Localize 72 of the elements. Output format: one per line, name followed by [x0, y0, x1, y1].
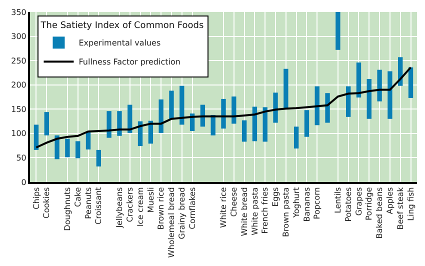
legend-label: Experimental values — [78, 38, 161, 48]
x-tick-label: Apples — [386, 187, 395, 214]
x-tick-label: Chips — [32, 187, 41, 210]
line-series — [35, 66, 412, 149]
bar — [273, 92, 278, 123]
x-tick-label: Popcorn — [312, 187, 322, 220]
x-tick-label: Brown rice — [156, 187, 166, 230]
x-tick-label: Porridge — [364, 187, 374, 220]
y-tick-label: 300 — [11, 32, 26, 42]
x-tick-label: Grainy bread — [177, 187, 186, 240]
x-tick-label: Brown pasta — [282, 187, 291, 238]
x-tick-label: Jellybeans — [115, 187, 124, 229]
bar — [304, 110, 310, 137]
bar — [314, 86, 320, 126]
x-tick-label: Beef steak — [396, 186, 405, 230]
bar — [117, 111, 122, 136]
y-tick-label: 150 — [11, 104, 26, 114]
bar — [242, 120, 247, 142]
bar — [106, 111, 112, 138]
x-tick-label: Crackers — [125, 187, 134, 222]
y-tick-label: 250 — [11, 56, 26, 66]
x-tick-label: Doughnuts — [63, 187, 72, 231]
x-tick-label: Cheese — [230, 187, 238, 217]
bar — [408, 67, 414, 98]
x-tick-label: White pasta — [250, 187, 260, 236]
bar — [356, 62, 362, 98]
y-tick-label: 350 — [11, 8, 26, 17]
bar — [96, 150, 101, 166]
bar — [180, 86, 184, 125]
bar — [34, 124, 39, 150]
legend-label: Fullness Factor prediction — [78, 58, 180, 67]
bar — [325, 93, 330, 123]
bar — [86, 131, 91, 150]
bar — [377, 70, 382, 102]
x-tick-label: Lentils — [334, 187, 343, 214]
x-tick-label: Croissant — [94, 187, 104, 224]
x-tick-label: Cornflakes — [188, 187, 197, 230]
x-tick-label: Ling fish — [406, 187, 416, 221]
bar — [221, 98, 226, 129]
x-tick-label: Eggs — [271, 187, 280, 207]
x-tick-label: French fries — [260, 187, 270, 234]
bar — [76, 141, 80, 158]
bar — [294, 126, 299, 148]
x-tick-label: Bananas — [302, 187, 312, 222]
x-tick-label: Ice cream — [136, 187, 145, 227]
x-tick-label: White bread — [240, 187, 249, 236]
bar — [158, 99, 164, 133]
x-tick-label: Cake — [73, 187, 82, 207]
legend-title: The Satiety Index of Common Foods — [40, 21, 204, 32]
x-tick-label: White rice — [219, 187, 228, 228]
bar — [284, 68, 288, 108]
x-tick-label: Yoghurt — [292, 187, 301, 219]
x-tick-label: Cookies — [42, 187, 52, 219]
x-tick-label: Grapes — [354, 187, 364, 216]
y-tick-label: 0 — [21, 178, 26, 187]
y-tick-label: 50 — [16, 154, 26, 163]
y-tick-label: 100 — [11, 129, 26, 138]
bar — [54, 135, 60, 160]
bar — [388, 71, 392, 119]
x-tick-label: Wholemeal bread — [167, 187, 176, 258]
bar — [262, 107, 268, 142]
x-tick-label: Peanuts — [84, 187, 93, 220]
x-tick-label: Baked beans — [375, 187, 384, 239]
x-tick-label: Potatoes — [344, 187, 353, 222]
bar — [44, 112, 49, 136]
bar — [366, 79, 372, 119]
bar — [336, 12, 340, 50]
bar — [252, 106, 258, 142]
y-tick-label: 200 — [11, 80, 26, 90]
x-tick-label: Muesli — [146, 187, 156, 213]
bar — [65, 138, 70, 158]
bar — [169, 90, 174, 119]
